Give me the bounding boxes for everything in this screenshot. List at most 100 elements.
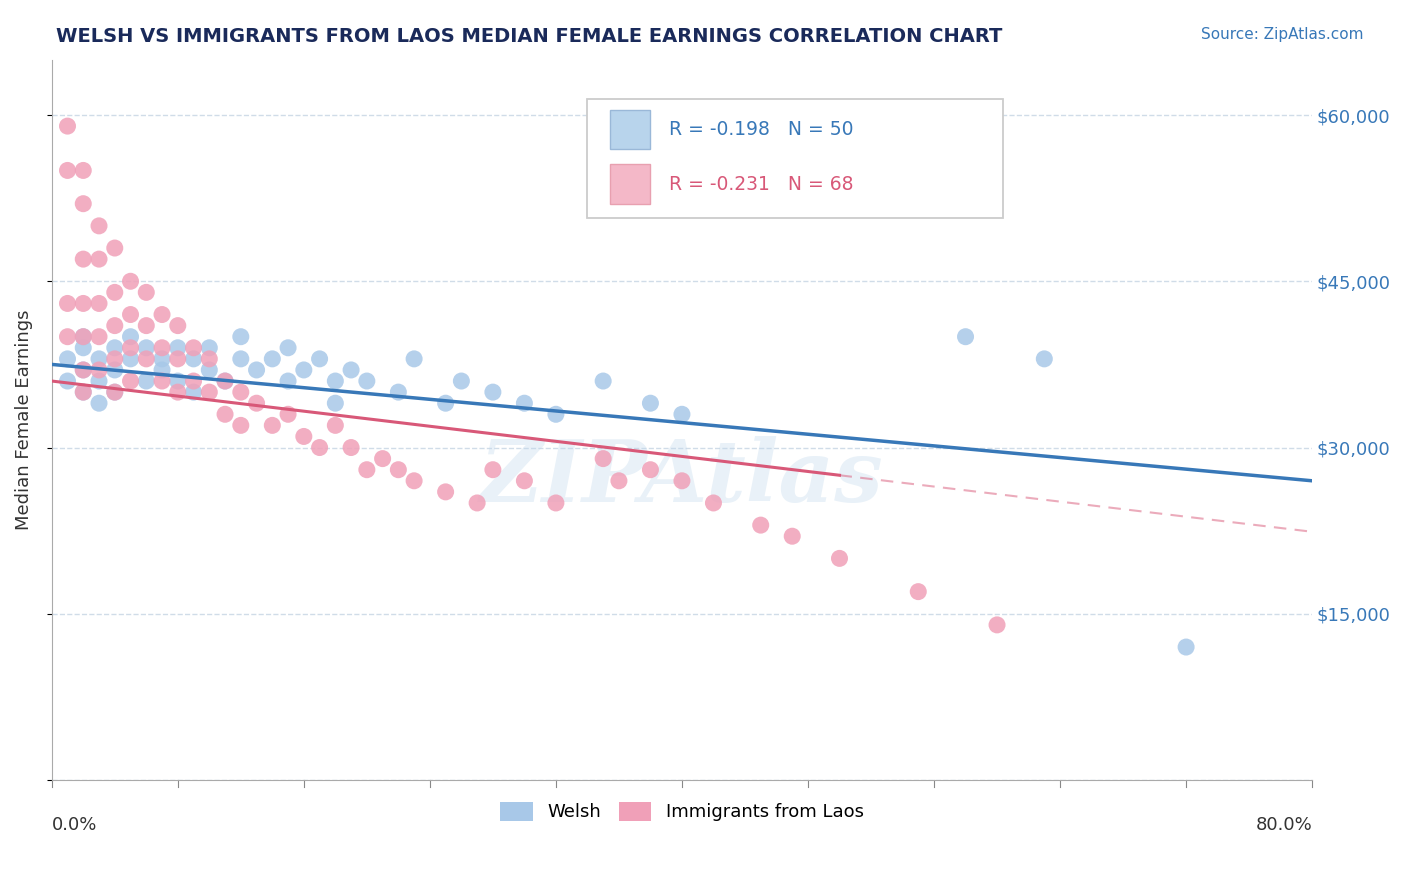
Point	[150, 308, 173, 322]
Point	[434, 484, 457, 499]
Point	[56, 296, 79, 310]
Point	[104, 385, 127, 400]
Point	[277, 374, 299, 388]
Point	[986, 618, 1008, 632]
Y-axis label: Median Female Earnings: Median Female Earnings	[15, 310, 32, 530]
Point	[150, 363, 173, 377]
Point	[56, 119, 79, 133]
Point	[87, 329, 110, 343]
Text: 80.0%: 80.0%	[1256, 816, 1312, 834]
Point	[214, 374, 236, 388]
Point	[356, 374, 378, 388]
Point	[198, 363, 221, 377]
Point	[166, 351, 188, 366]
Point	[56, 351, 79, 366]
Point	[245, 363, 267, 377]
Point	[104, 318, 127, 333]
Point	[387, 385, 409, 400]
Point	[72, 385, 94, 400]
Point	[72, 385, 94, 400]
Point	[262, 351, 284, 366]
Point	[404, 351, 426, 366]
Point	[183, 385, 205, 400]
Point	[387, 463, 409, 477]
Text: R = -0.231   N = 68: R = -0.231 N = 68	[669, 175, 853, 194]
Point	[104, 241, 127, 255]
Point	[135, 285, 157, 300]
Point	[371, 451, 394, 466]
Point	[72, 341, 94, 355]
Point	[120, 329, 142, 343]
Point	[166, 374, 188, 388]
Point	[56, 374, 79, 388]
Point	[1175, 640, 1198, 654]
Point	[87, 252, 110, 266]
Point	[104, 285, 127, 300]
Point	[135, 318, 157, 333]
Point	[198, 385, 221, 400]
Point	[340, 363, 363, 377]
Point	[150, 374, 173, 388]
Point	[607, 474, 630, 488]
Point	[135, 341, 157, 355]
Text: 0.0%: 0.0%	[52, 816, 97, 834]
Point	[450, 374, 472, 388]
Point	[87, 396, 110, 410]
Point	[166, 385, 188, 400]
Point	[325, 374, 347, 388]
Point	[120, 274, 142, 288]
Point	[277, 407, 299, 421]
Point	[104, 351, 127, 366]
Point	[104, 385, 127, 400]
Point	[120, 374, 142, 388]
FancyBboxPatch shape	[610, 110, 651, 149]
Point	[72, 329, 94, 343]
Point	[229, 351, 252, 366]
Point	[72, 196, 94, 211]
Point	[166, 318, 188, 333]
Point	[340, 441, 363, 455]
Point	[292, 429, 315, 443]
Point	[87, 219, 110, 233]
Text: Source: ZipAtlas.com: Source: ZipAtlas.com	[1201, 27, 1364, 42]
Point	[544, 496, 567, 510]
Point	[292, 363, 315, 377]
Point	[325, 396, 347, 410]
Point	[513, 396, 536, 410]
Point	[72, 163, 94, 178]
Point	[87, 351, 110, 366]
Point	[325, 418, 347, 433]
Point	[702, 496, 724, 510]
Point	[482, 463, 505, 477]
Point	[72, 296, 94, 310]
Point	[640, 396, 662, 410]
Point	[828, 551, 851, 566]
FancyBboxPatch shape	[610, 164, 651, 204]
Point	[308, 351, 330, 366]
Point	[308, 441, 330, 455]
Point	[513, 474, 536, 488]
Point	[245, 396, 267, 410]
Point	[1033, 351, 1056, 366]
Point	[104, 363, 127, 377]
Point	[135, 351, 157, 366]
Point	[277, 341, 299, 355]
Point	[120, 341, 142, 355]
Point	[214, 407, 236, 421]
Point	[56, 329, 79, 343]
Text: R = -0.198   N = 50: R = -0.198 N = 50	[669, 120, 853, 139]
Point	[87, 374, 110, 388]
Point	[104, 341, 127, 355]
Point	[87, 296, 110, 310]
Point	[183, 374, 205, 388]
Point	[640, 463, 662, 477]
Point	[749, 518, 772, 533]
Point	[166, 341, 188, 355]
Point	[482, 385, 505, 400]
Point	[780, 529, 803, 543]
Point	[72, 363, 94, 377]
Text: ZIPAtlas: ZIPAtlas	[479, 435, 884, 519]
Point	[72, 329, 94, 343]
Point	[671, 407, 693, 421]
Point	[229, 418, 252, 433]
